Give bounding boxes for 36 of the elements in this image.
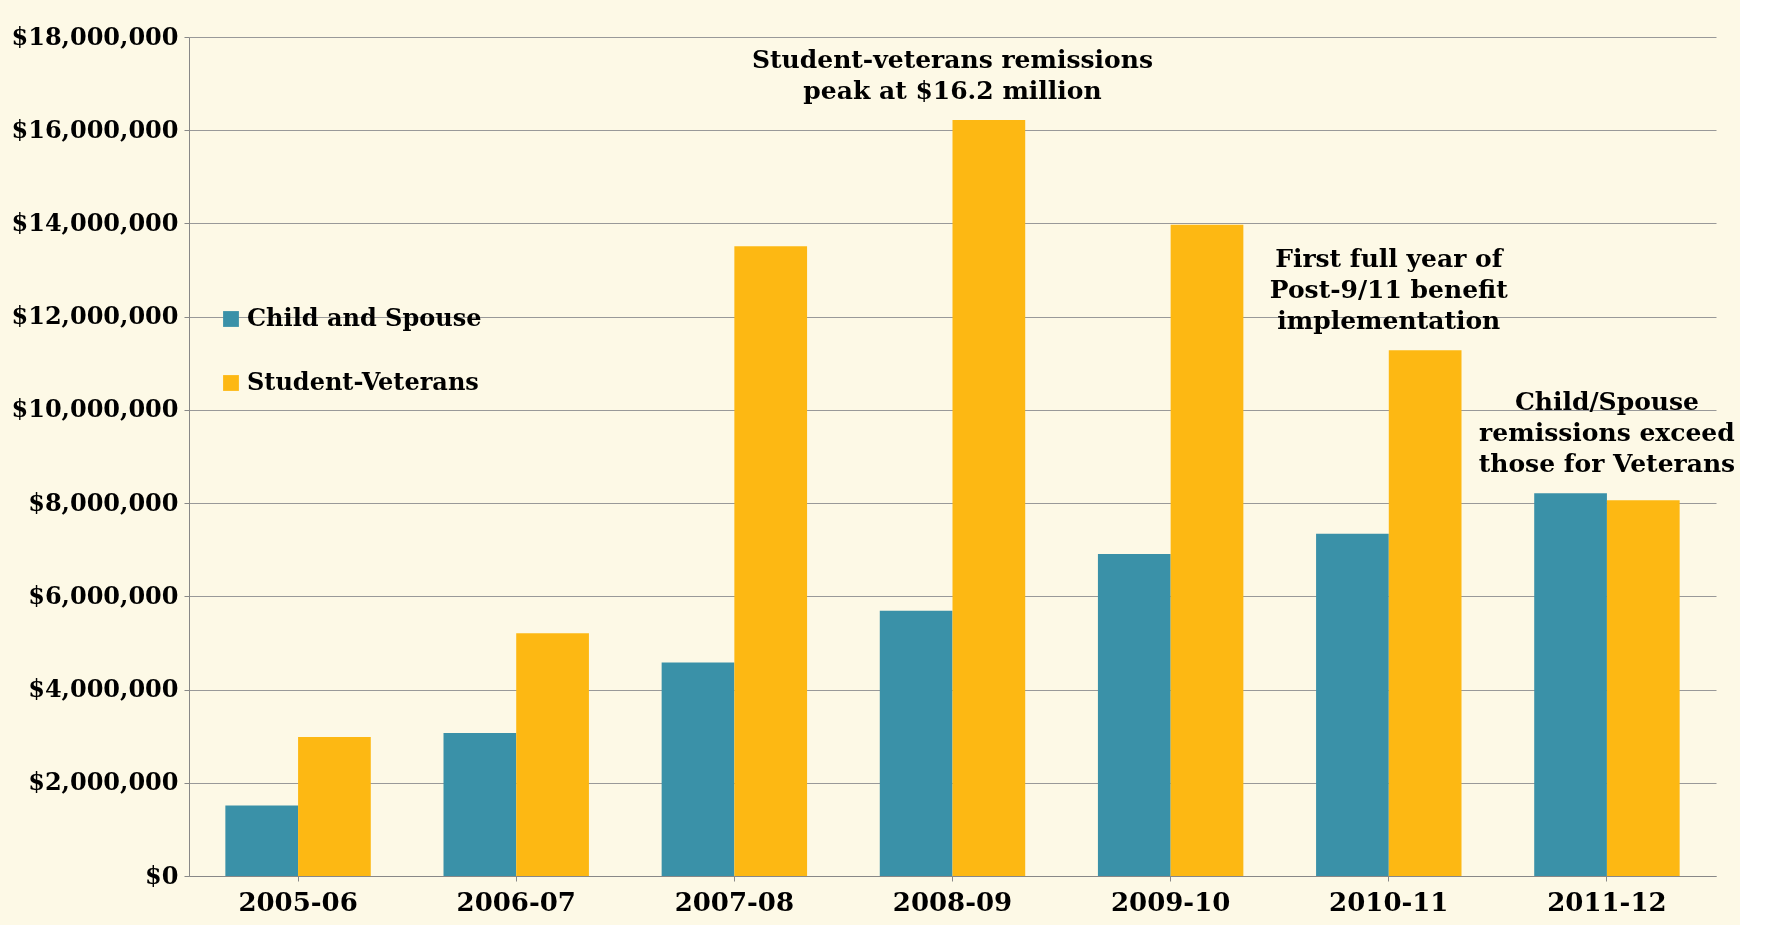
bar	[1606, 500, 1680, 876]
annotation: Child/Spouse remissions exceed those for Veterans	[1478, 387, 1736, 479]
y-tick-label: $10,000,000	[11, 394, 179, 424]
bar	[225, 805, 299, 876]
bar	[1534, 493, 1607, 876]
x-tick-label: 2009-10	[1110, 886, 1231, 917]
y-tick-label: $6,000,000	[28, 580, 179, 610]
y-tick-label: $0	[145, 860, 179, 890]
bar	[1097, 553, 1171, 876]
x-tick-label: 2011-12	[1547, 886, 1667, 917]
bar	[952, 119, 1026, 876]
bar	[734, 246, 808, 876]
bar	[516, 633, 589, 876]
legend-label: Child and Spouse	[247, 303, 482, 332]
bar	[298, 737, 371, 876]
annotation: First full year of Post-9/11 benefit implementation	[1269, 244, 1509, 336]
legend-label: Student-Veterans	[247, 367, 479, 396]
y-tick-label: $2,000,000	[28, 767, 179, 797]
x-tick-label: 2008-09	[892, 886, 1013, 917]
y-tick-label: $14,000,000	[11, 207, 179, 237]
x-tick-label: 2007-08	[674, 886, 795, 917]
y-tick-label: $12,000,000	[11, 301, 179, 331]
y-tick-label: $4,000,000	[28, 674, 179, 704]
bar	[661, 662, 735, 876]
bar	[1316, 533, 1389, 876]
bar	[1388, 350, 1462, 876]
y-tick-label: $18,000,000	[11, 21, 179, 51]
bar	[1170, 224, 1244, 876]
x-tick-label: 2010-11	[1329, 886, 1449, 917]
y-tick-label: $16,000,000	[11, 114, 179, 144]
x-tick-label: 2005-06	[238, 886, 358, 917]
bar	[443, 732, 517, 876]
bar	[879, 610, 953, 876]
y-tick-label: $8,000,000	[28, 487, 179, 517]
annotation: Student-veterans remissions peak at $16.2 million	[751, 44, 1154, 105]
x-tick-label: 2006-07	[456, 886, 576, 917]
